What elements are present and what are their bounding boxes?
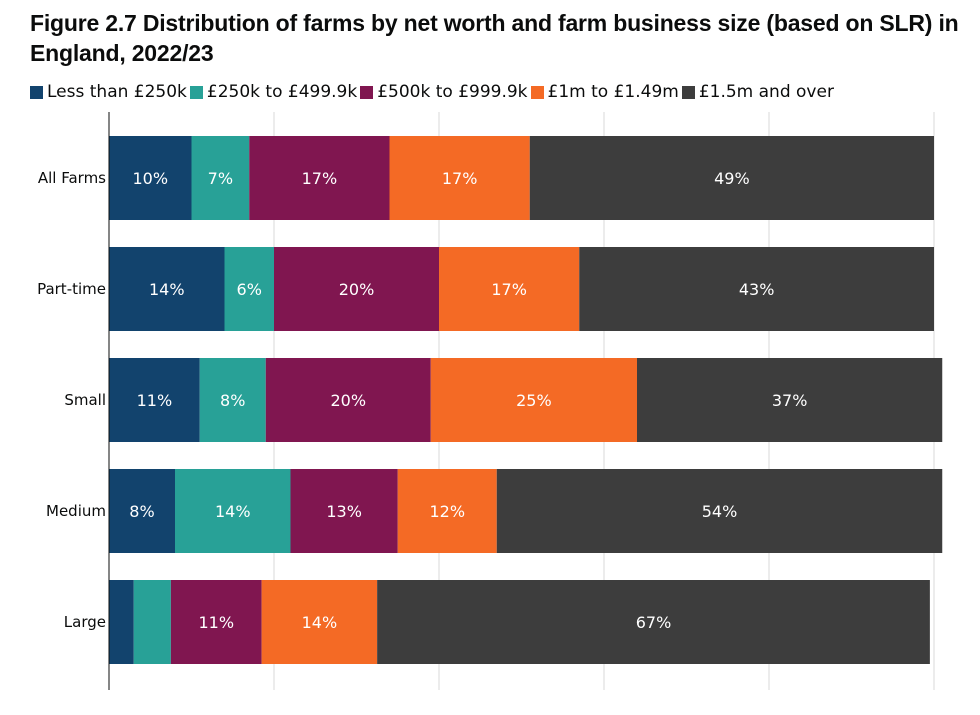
- data-label: 14%: [149, 280, 185, 299]
- bar-segment: [249, 136, 390, 220]
- bar-segment: [439, 247, 580, 331]
- legend-label: £1.5m and over: [698, 82, 834, 102]
- legend-item-1: £250k to £499.9k: [189, 82, 358, 102]
- data-label: 14%: [302, 613, 338, 632]
- data-label: 17%: [442, 169, 478, 188]
- bar-segment: [397, 469, 497, 553]
- bar-segment: [109, 358, 200, 442]
- bar-segment: [224, 247, 274, 331]
- bar-segment: [199, 358, 266, 442]
- bar-segment: [290, 469, 398, 553]
- bar-segment: [430, 358, 637, 442]
- data-label: 67%: [636, 613, 672, 632]
- chart-title: Figure 2.7 Distribution of farms by net …: [30, 10, 959, 66]
- category-label: Small: [64, 391, 106, 409]
- data-label: 17%: [491, 280, 527, 299]
- chart-legend: Less than £250k £250k to £499.9k £500k to …: [30, 82, 837, 102]
- data-label: 49%: [714, 169, 750, 188]
- data-label: 14%: [215, 502, 251, 521]
- data-label: 10%: [132, 169, 168, 188]
- data-label: 20%: [330, 391, 366, 410]
- data-label: 13%: [326, 502, 362, 521]
- data-label: 17%: [302, 169, 338, 188]
- bar-segment: [109, 247, 225, 331]
- data-label: 7%: [208, 169, 233, 188]
- bar-segment: [191, 136, 250, 220]
- data-label: 25%: [516, 391, 552, 410]
- legend-swatch: [30, 85, 43, 99]
- data-label: 11%: [137, 391, 173, 410]
- legend-label: £250k to £499.9k: [206, 82, 358, 102]
- bar-segment: [109, 580, 134, 664]
- bar-segment: [265, 358, 431, 442]
- legend-item-4: £1.5m and over: [681, 82, 834, 102]
- data-label: 54%: [702, 502, 738, 521]
- bar-segment: [170, 580, 262, 664]
- legend-label: Less than £250k: [47, 82, 187, 102]
- legend-item-0: Less than £250k: [30, 82, 187, 102]
- bar-segment: [389, 136, 530, 220]
- bar-segment: [496, 469, 943, 553]
- data-label: 8%: [220, 391, 245, 410]
- category-label: All Farms: [38, 169, 106, 187]
- category-label: Medium: [46, 502, 106, 520]
- bar-segment: [109, 136, 192, 220]
- bar-segment: [637, 358, 943, 442]
- legend-swatch: [189, 85, 203, 99]
- data-label: 6%: [237, 280, 262, 299]
- legend-label: £1m to £1.49m: [547, 82, 679, 102]
- legend-swatch: [360, 85, 374, 99]
- legend-item-3: £1m to £1.49m: [530, 82, 679, 102]
- data-label: 12%: [429, 502, 465, 521]
- legend-label: £500k to £999.9k: [377, 82, 528, 102]
- data-label: 43%: [739, 280, 775, 299]
- bar-segment: [274, 247, 439, 331]
- bar-segment: [261, 580, 378, 664]
- bar-segment: [579, 247, 934, 331]
- data-label: 8%: [129, 502, 154, 521]
- data-label: 37%: [772, 391, 808, 410]
- bar-segment: [529, 136, 934, 220]
- category-label: Large: [64, 613, 106, 631]
- bar-segment: [133, 580, 171, 664]
- category-label: Part-time: [37, 280, 106, 298]
- data-label: 11%: [198, 613, 234, 632]
- legend-swatch: [681, 85, 695, 99]
- bar-segment: [109, 469, 175, 553]
- data-label: 20%: [339, 280, 375, 299]
- legend-swatch: [530, 85, 544, 99]
- legend-item-2: £500k to £999.9k: [360, 82, 528, 102]
- bar-segment: [377, 580, 930, 664]
- bar-segment: [175, 469, 291, 553]
